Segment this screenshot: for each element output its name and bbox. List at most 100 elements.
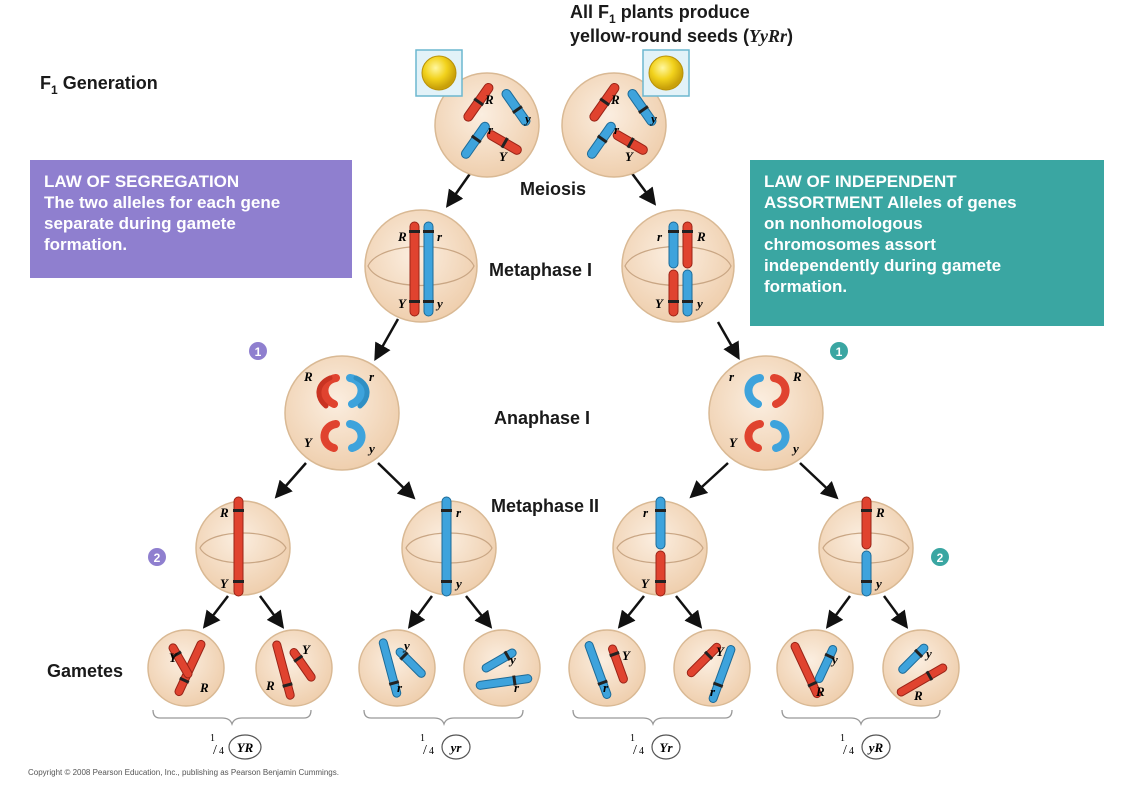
gamete-braces [152, 709, 941, 727]
gamete-cell-Yr-1: Y r [568, 629, 646, 707]
chromosome-blue-y [627, 89, 657, 127]
copyright-notice: Copyright © 2008 Pearson Education, Inc.… [28, 768, 339, 777]
arrow-meta2b-to-gamete4 [465, 595, 493, 629]
law-segregation-heading: LAW OF SEGREGATION [44, 172, 240, 191]
allele-label-Y: Y [302, 642, 311, 657]
chromosome-red-Y [612, 130, 648, 155]
metaphase-2-cell-ry: r y [401, 496, 497, 597]
f1-cell-right: R y r Y [561, 72, 667, 178]
arrows [202, 167, 909, 629]
fraction-numerator: 1 [630, 733, 635, 744]
allele-label-y: y [523, 111, 531, 126]
law-independent-line: independently during gamete [764, 256, 1002, 275]
allele-label-y: y [402, 638, 410, 653]
metaphase-1-cell-left: R r Y y [364, 209, 478, 323]
allele-label-r: r [514, 680, 520, 695]
law-segregation-line: The two alleles for each gene [44, 193, 281, 212]
arrow-meta2a-to-gamete2 [258, 595, 285, 629]
chromosome-blue-r [586, 121, 616, 159]
gamete-genotype: yR [867, 740, 884, 755]
allele-label-y: y [874, 576, 882, 591]
allele-label-y: y [435, 296, 443, 311]
chromosome-blue [668, 221, 679, 269]
svg-text:1: 1 [255, 345, 262, 359]
fraction-slash: / [633, 743, 637, 758]
gamete-cell-yr-2: y r [463, 629, 541, 707]
gamete-cell-yr-1: y r [358, 629, 436, 707]
allele-label-Y: Y [169, 650, 178, 665]
allele-label-R: R [610, 92, 620, 107]
law-of-segregation-box: LAW OF SEGREGATION The two alleles for e… [30, 160, 352, 278]
arrow-ana1right-to-meta2d [799, 462, 839, 500]
arrow-meta2c-to-gamete5 [617, 595, 645, 629]
allele-label-r: r [643, 505, 649, 520]
chromosome-red-R [589, 82, 620, 122]
chromosome-blue [655, 496, 666, 550]
arrow-ana1left-to-meta2a [274, 462, 307, 499]
allele-label-R: R [397, 229, 407, 244]
metaphase-2-cell-Ry: R y [818, 496, 914, 597]
chromosome-red [896, 663, 948, 697]
allele-label-R: R [219, 505, 229, 520]
arrow-ana1left-to-meta2b [377, 462, 416, 500]
gamete-cell-YR-1: Y R [147, 629, 225, 707]
arrow-meta2a-to-gamete1 [202, 595, 229, 629]
metaphase-2-cell-rY: r Y [612, 496, 708, 597]
gamete-genotype: YR [237, 740, 254, 755]
fraction-slash: / [423, 743, 427, 758]
cell [284, 355, 400, 471]
allele-label-Y: Y [499, 149, 508, 164]
svg-text:1: 1 [836, 345, 843, 359]
allele-label-R: R [265, 678, 275, 693]
chromosome-blue-y [501, 89, 531, 127]
law-segregation-line: formation. [44, 235, 128, 254]
chromosome-red [861, 496, 872, 550]
law-of-independent-assortment-box: LAW OF INDEPENDENT ASSORTMENT Alleles of… [750, 160, 1104, 326]
arrow-ana1right-to-meta2c [689, 462, 729, 499]
allele-label-Y: Y [625, 149, 634, 164]
brace-yr [363, 709, 524, 727]
gamete-cell-YR-2: Y R [255, 629, 333, 707]
allele-label-y: y [649, 111, 657, 126]
law-independent-line: ASSORTMENT Alleles of genes [764, 193, 1017, 212]
title-line-2: yellow-round seeds (YyRr) [570, 26, 793, 46]
gametes-label: Gametes [47, 661, 123, 681]
chromosome-red-Y [486, 130, 522, 155]
allele-label-Y: Y [716, 644, 725, 659]
chromosome-blue-bent [770, 420, 790, 452]
allele-label-R: R [484, 92, 494, 107]
allele-label-y: y [924, 646, 932, 661]
spindle [624, 245, 732, 287]
arrow-meta2b-to-gamete3 [407, 595, 434, 629]
brace-YR [152, 709, 312, 727]
f1-generation-label: F1 Generation [40, 73, 158, 97]
chromosome-blue [814, 644, 838, 684]
chromosome-red-bent [320, 374, 340, 408]
gamete-fraction-yR: 1 / 4 yR [840, 733, 891, 760]
chromosome-red-bent [320, 420, 340, 452]
chromosome-blue-bent [346, 420, 366, 452]
metaphase-2-label: Metaphase II [491, 496, 599, 516]
chromosome-red [168, 643, 193, 679]
spindle [822, 532, 910, 564]
svg-text:2: 2 [937, 551, 944, 565]
metaphase-1-label: Metaphase I [489, 260, 592, 280]
cell [621, 209, 735, 323]
anaphase-1-cell-left: R r Y y [284, 355, 400, 471]
chromosome-red-bent [770, 374, 790, 408]
allele-label-R: R [303, 369, 313, 384]
chromosome-red [289, 648, 316, 682]
chromosome-blue [441, 496, 452, 597]
brace-Yr [572, 709, 733, 727]
anaphase-1-cell-right: r R Y y [708, 355, 824, 471]
allele-label-Y: Y [622, 648, 631, 663]
allele-label-R: R [875, 505, 885, 520]
allele-label-Y: Y [729, 435, 738, 450]
fraction-denominator: 4 [429, 746, 434, 757]
cell [364, 209, 478, 323]
metaphase-1-cell-right: r R Y y [621, 209, 735, 323]
yellow-seed-icon-right [642, 49, 690, 97]
arrow-meta2d-to-gamete8 [882, 595, 909, 629]
yellow-seed-icon-left [415, 49, 463, 97]
